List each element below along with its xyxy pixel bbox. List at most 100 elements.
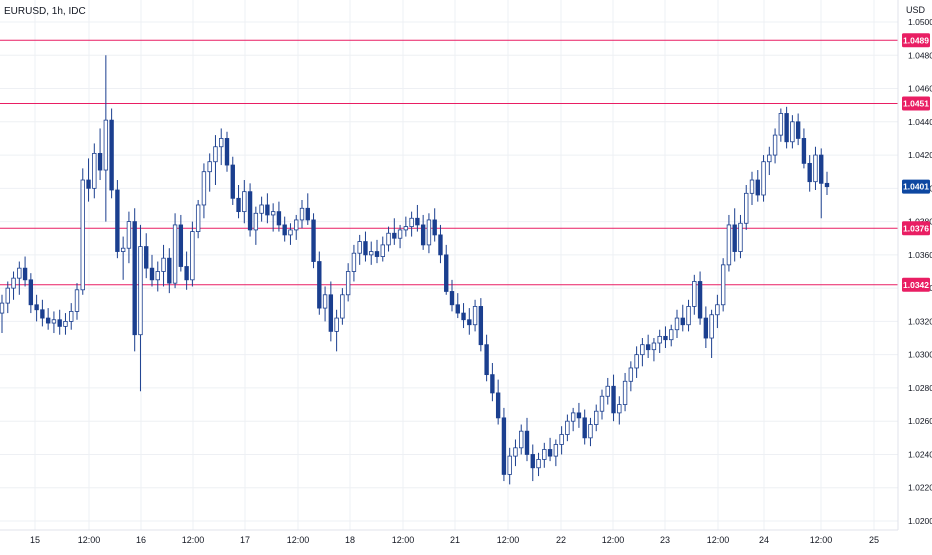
- candle-body-down: [663, 335, 668, 341]
- candle: [51, 311, 57, 334]
- candle-body-up: [190, 231, 195, 281]
- candle: [190, 221, 195, 287]
- candle: [472, 299, 478, 332]
- candle: [247, 183, 253, 237]
- candle: [132, 208, 137, 352]
- candle: [305, 193, 310, 225]
- candle: [490, 362, 495, 402]
- candle-body-down: [490, 374, 495, 394]
- candle-body-up: [542, 449, 547, 460]
- candle: [120, 236, 126, 280]
- candle: [207, 153, 212, 192]
- price-tick-label: 1.0420: [908, 150, 932, 160]
- candle: [363, 231, 368, 262]
- candle: [801, 128, 807, 169]
- candle-body-up: [357, 241, 362, 254]
- candle-body-up: [651, 342, 657, 351]
- candle: [311, 213, 316, 269]
- candle-body-up: [161, 257, 166, 272]
- candle-body-down: [819, 154, 824, 184]
- time-tick-label: 12:00: [182, 535, 205, 545]
- candle: [594, 404, 599, 432]
- candle-body-up: [640, 344, 645, 356]
- time-tick-label: 12:00: [287, 535, 310, 545]
- price-tick-label: 1.0200: [908, 516, 932, 526]
- candle-body-down: [524, 430, 530, 455]
- price-axis-bg: [898, 0, 932, 550]
- candle: [17, 261, 22, 295]
- candle: [576, 402, 582, 428]
- candle-body-up: [726, 224, 732, 266]
- candle-body-up: [761, 161, 766, 196]
- candle: [807, 155, 812, 192]
- candle-body-up: [599, 395, 605, 412]
- price-tick-label: 1.0280: [908, 383, 932, 393]
- candle-body-up: [120, 247, 126, 252]
- candle: [553, 439, 559, 467]
- symbol-label[interactable]: EURUSD, 1h, IDC: [4, 6, 86, 17]
- candle-body-down: [40, 309, 45, 319]
- candle: [784, 106, 789, 149]
- candle-body-down: [45, 317, 51, 324]
- level-price-label: 1.0342: [903, 280, 929, 290]
- grid: [0, 0, 898, 530]
- candle-body-down: [144, 246, 149, 269]
- candle-body-up: [195, 204, 201, 232]
- candle-body-up: [63, 320, 68, 327]
- candle-body-down: [582, 417, 587, 439]
- time-tick-label: 12:00: [497, 535, 520, 545]
- level-price-tag: [902, 277, 930, 292]
- candle: [778, 108, 784, 142]
- candle: [288, 223, 293, 245]
- candle: [374, 239, 380, 264]
- price-tick-label: 1.0220: [908, 483, 932, 493]
- price-tick-label: 1.0260: [908, 416, 932, 426]
- candle-body-down: [461, 312, 466, 321]
- candle-body-down: [230, 164, 235, 199]
- candle: [345, 263, 351, 302]
- candle: [0, 294, 5, 334]
- candle-body-down: [97, 153, 103, 171]
- candle: [86, 158, 91, 202]
- candle: [253, 206, 259, 245]
- candle: [294, 214, 299, 240]
- candle-body-up: [628, 367, 634, 382]
- candle-body-down: [276, 211, 282, 226]
- candle-body-up: [219, 138, 224, 148]
- candle: [772, 128, 778, 164]
- candle: [622, 372, 628, 412]
- candle-body-down: [415, 217, 420, 226]
- candle-body-up: [11, 277, 16, 289]
- time-tick-label: 24: [759, 535, 769, 545]
- candle: [617, 396, 622, 425]
- candle: [97, 128, 103, 181]
- candle: [109, 108, 114, 199]
- candle: [392, 218, 397, 245]
- candle-body-up: [738, 222, 743, 252]
- candle-body-up: [570, 412, 576, 422]
- time-tick-label: 22: [556, 535, 566, 545]
- candle-body-down: [28, 279, 34, 306]
- candle-body-up: [778, 113, 784, 136]
- candle: [628, 361, 634, 392]
- candle: [726, 214, 732, 272]
- price-tick-label: 1.0440: [908, 117, 932, 127]
- candle: [703, 306, 709, 349]
- candle: [738, 214, 743, 259]
- price-tick-label: 1.0360: [908, 250, 932, 260]
- price-tick-label: 1.0320: [908, 316, 932, 326]
- candle-body-up: [709, 314, 714, 339]
- price-axis[interactable]: 1.05001.04801.04601.04401.04201.04001.03…: [897, 0, 932, 550]
- candle-body-down: [132, 221, 137, 336]
- candle-body-up: [749, 179, 755, 194]
- candle: [403, 216, 409, 237]
- candle: [507, 447, 512, 485]
- candle-body-up: [594, 410, 599, 425]
- candle: [299, 199, 305, 229]
- candle-body-up: [519, 430, 524, 449]
- horizontal-levels[interactable]: [0, 39, 898, 286]
- time-axis[interactable]: 15 12:00 16 12:00 17 12:00 18 12:00 21 12:00 22 12:…: [0, 529, 898, 545]
- candle-body-up: [259, 204, 264, 214]
